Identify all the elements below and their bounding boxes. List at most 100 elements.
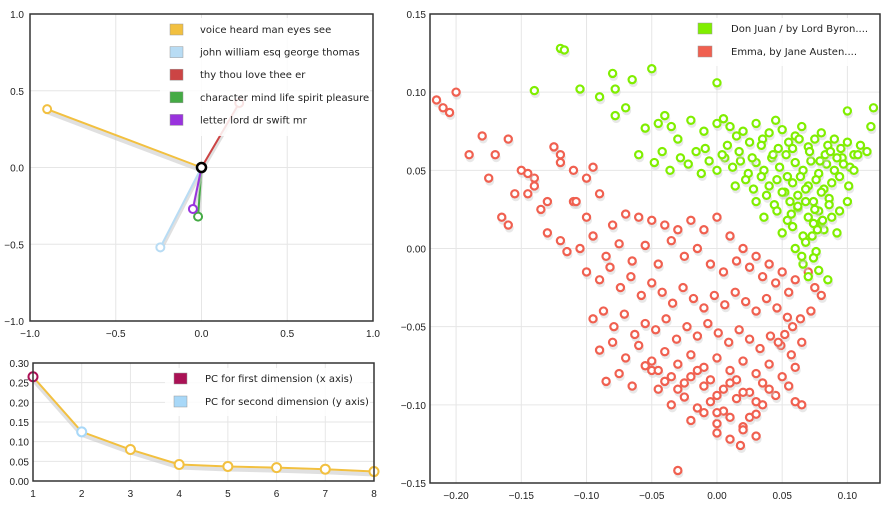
scree-point: [319, 463, 331, 475]
scatter-point: [790, 275, 800, 285]
scatter-point: [804, 146, 815, 157]
scatter-point: [562, 246, 572, 257]
loadings-legend-swatch: [169, 114, 184, 126]
loadings-legend: voice heard man eyes see john william esq…: [160, 18, 370, 136]
scatter-point: [772, 206, 782, 216]
scatter-point: [594, 189, 605, 199]
scatter-point: [794, 134, 804, 144]
scatter-point: [712, 353, 722, 363]
scatter-point: [601, 376, 611, 387]
scatter-point: [581, 212, 592, 222]
scatter-point: [660, 220, 670, 230]
scatter-point: [718, 114, 729, 124]
scatter-point: [542, 228, 553, 238]
scatter-point: [787, 221, 798, 232]
scatter-x-tick: −0.20: [443, 491, 469, 502]
scatter-point: [868, 103, 879, 113]
scatter-point: [725, 412, 735, 423]
scatter-point: [770, 115, 781, 126]
scatter-point: [810, 134, 820, 144]
scatter-point: [800, 184, 811, 194]
loadings-line-shadow: [45, 110, 204, 173]
scatter-point: [816, 187, 827, 197]
scatter-point: [529, 85, 540, 96]
scatter-point: [636, 290, 647, 301]
scatter-point: [774, 162, 785, 172]
scatter-point: [683, 159, 693, 169]
scatter-point: [790, 157, 800, 168]
scatter-point: [720, 300, 730, 310]
scatter-point: [630, 329, 640, 340]
loadings-legend-label: letter lord dr swift mr: [200, 115, 308, 126]
scatter-point: [640, 318, 650, 329]
scatter-point: [803, 271, 813, 282]
scatter-point: [712, 165, 722, 176]
scatter-point: [777, 267, 787, 277]
scatter-point: [866, 121, 876, 132]
scatter-point: [679, 251, 690, 262]
scatter-point: [813, 265, 824, 276]
scatter-point: [783, 381, 794, 391]
scatter-point: [862, 146, 872, 157]
scatter-point: [614, 239, 624, 249]
scatter-point: [800, 196, 811, 207]
scatter-point: [773, 337, 783, 347]
loadings-legend-label: john william esq george thomas: [199, 48, 360, 59]
scatter-point: [787, 143, 798, 154]
loadings-legend-swatch: [169, 91, 184, 104]
scatter-point: [780, 329, 790, 340]
scatter-x-tick: −0.15: [509, 491, 535, 502]
scree-legend-swatch: [173, 372, 188, 385]
scatter-plot-frame: [429, 13, 881, 484]
scatter-point: [555, 235, 566, 246]
scree-point: [222, 460, 234, 472]
scatter-point: [816, 128, 827, 138]
scatter-point: [647, 278, 657, 288]
scatter-point: [834, 171, 845, 182]
scree-x-tick: 2: [79, 489, 85, 500]
scatter-point: [731, 131, 742, 141]
scatter-y-tick: 0.05: [407, 166, 427, 177]
scatter-legend-swatch: [697, 45, 713, 58]
scree-y-tick: 0.15: [10, 418, 30, 429]
scatter-point: [734, 146, 744, 157]
scatter-point: [647, 356, 657, 366]
scatter-point: [790, 362, 800, 373]
scatter-legend-box: [690, 18, 875, 66]
scatter-point: [666, 121, 677, 132]
scatter-point: [607, 220, 618, 230]
loadings-plot-frame: [29, 13, 374, 322]
scatter-x-tick: −0.05: [639, 491, 665, 502]
scatter-point: [764, 181, 774, 191]
scatter-point: [744, 262, 755, 272]
scatter-point: [660, 346, 670, 357]
scatter-point: [730, 287, 740, 297]
scatter-point: [675, 153, 686, 163]
scatter-point: [782, 215, 793, 226]
scree-x-tick: 8: [371, 489, 377, 500]
scatter-y-tick: 0.10: [407, 88, 427, 99]
scree-series: [27, 371, 380, 478]
loadings-vector-end: [193, 211, 204, 222]
scatter-point: [647, 64, 657, 74]
scatter-legend-swatch: [697, 22, 713, 35]
scatter-legend-label: Emma, by Jane Austen....: [731, 47, 857, 58]
scatter-point: [757, 400, 768, 410]
scatter-point: [673, 225, 683, 235]
scatter-point: [705, 259, 716, 269]
scatter-point: [682, 321, 692, 332]
scatter-point: [464, 149, 474, 160]
scatter-point: [738, 425, 748, 435]
scatter-point: [657, 287, 667, 297]
scatter-point: [571, 196, 581, 207]
scatter-point: [761, 293, 772, 304]
scatter-point: [627, 256, 637, 266]
scatter-point: [610, 110, 620, 121]
loadings-vector-line: [46, 108, 202, 169]
scatter-point: [647, 215, 657, 226]
scree-x-tick: 6: [274, 489, 280, 500]
scatter-point: [555, 149, 566, 160]
scatter-point: [717, 149, 727, 160]
scatter-point: [842, 106, 853, 116]
